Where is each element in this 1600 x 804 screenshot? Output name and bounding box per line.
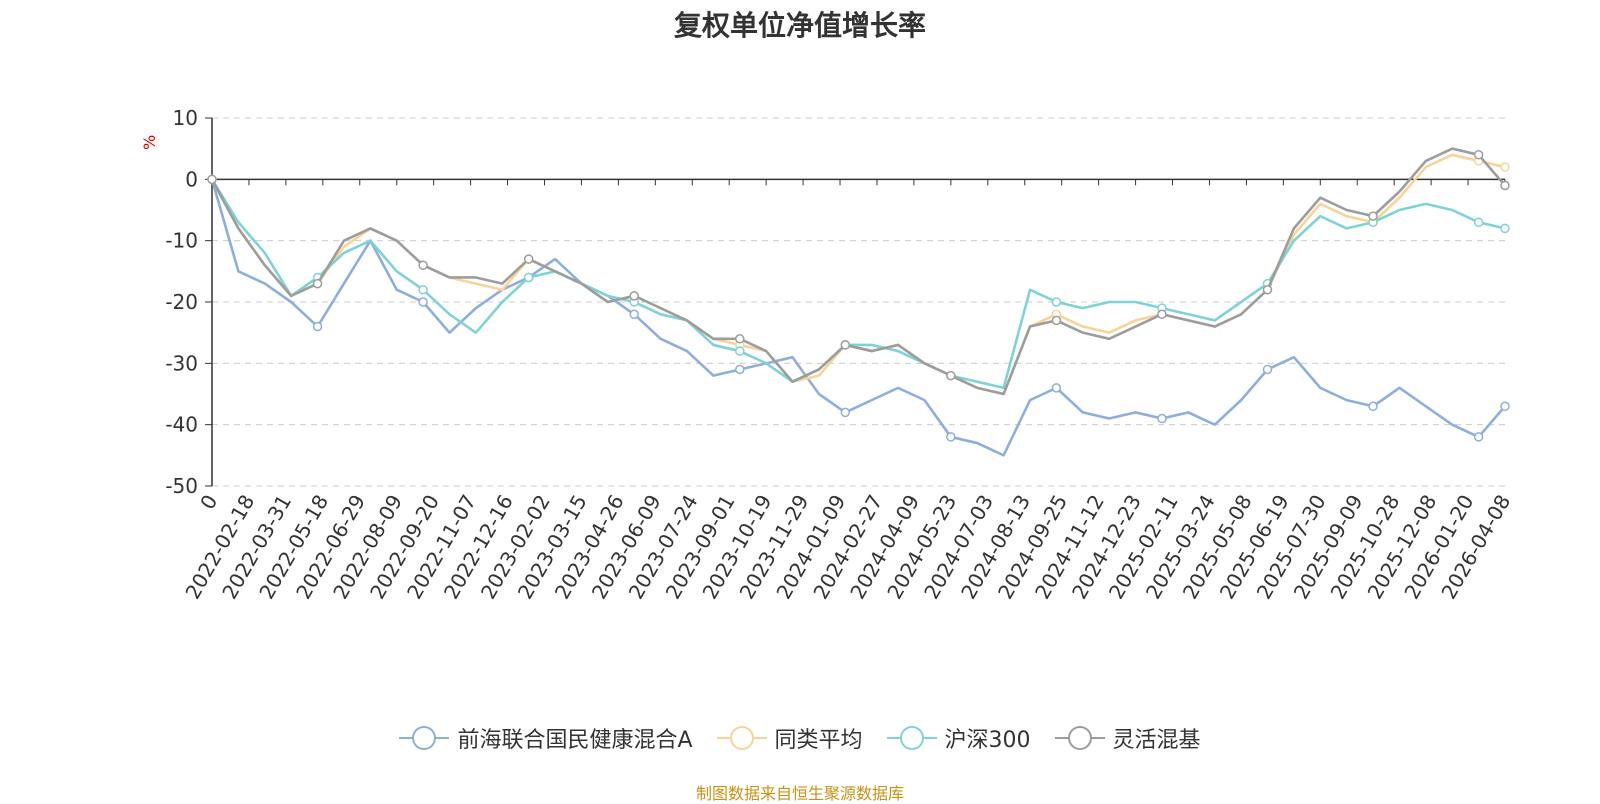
data-point	[1051, 297, 1062, 307]
data-point	[1157, 413, 1167, 424]
data-point	[1051, 315, 1062, 326]
legend-label: 灵活混基	[1112, 728, 1201, 753]
data-point	[1500, 180, 1510, 191]
data-point	[1500, 223, 1510, 234]
legend-marker-icon	[886, 726, 937, 750]
series-line	[210, 178, 1506, 457]
legend-item[interactable]: 沪深300	[886, 722, 1031, 754]
legend-marker-icon	[1054, 726, 1105, 750]
data-point	[1368, 401, 1378, 412]
legend-item[interactable]: 灵活混基	[1054, 722, 1201, 754]
data-point	[735, 346, 745, 356]
legend: 前海联合国民健康混合A 同类平均 沪深300 灵活混基	[0, 722, 1600, 754]
data-point	[629, 309, 639, 320]
legend-label: 同类平均	[774, 728, 863, 753]
data-point	[1368, 211, 1378, 221]
legend-item[interactable]: 同类平均	[716, 722, 863, 754]
data-point	[840, 407, 851, 418]
data-point	[735, 334, 745, 344]
y-tick-label: 10	[173, 106, 198, 130]
data-point	[1500, 401, 1510, 412]
data-point	[523, 254, 534, 264]
data-point	[418, 284, 428, 295]
data-point	[312, 321, 323, 332]
y-axis-unit: %	[140, 134, 159, 150]
data-point	[1500, 162, 1510, 172]
y-tick-label: -30	[165, 351, 198, 375]
series-line	[210, 178, 1506, 390]
y-tick-label: -10	[165, 229, 198, 253]
legend-item[interactable]: 前海联合国民健康混合A	[399, 722, 693, 754]
y-tick-label: -50	[165, 474, 198, 498]
y-tick-label: -20	[165, 290, 198, 314]
data-point	[1157, 309, 1167, 320]
data-point	[1262, 364, 1273, 375]
data-point	[946, 370, 956, 381]
chart-title: 复权单位净值增长率	[673, 9, 926, 42]
data-point	[523, 272, 534, 283]
data-point	[1051, 383, 1062, 393]
data-point	[418, 260, 428, 270]
legend-label: 前海联合国民健康混合A	[457, 728, 693, 753]
data-point	[418, 297, 428, 307]
series-line	[210, 147, 1506, 396]
data-point	[840, 340, 851, 350]
legend-label: 沪深300	[944, 728, 1031, 753]
data-point	[1473, 150, 1484, 160]
legend-marker-icon	[399, 726, 450, 750]
data-point	[629, 291, 639, 301]
data-point	[1473, 217, 1484, 228]
data-point	[1262, 284, 1273, 295]
data-point	[207, 174, 217, 185]
data-point	[735, 364, 745, 375]
y-tick-label: 0	[185, 167, 198, 191]
data-point	[1473, 432, 1484, 442]
series-line	[210, 153, 1506, 396]
data-source: 制图数据来自恒生聚源数据库	[695, 784, 904, 803]
x-tick-label: 0	[195, 491, 222, 514]
y-tick-label: -40	[165, 413, 198, 437]
data-point	[946, 432, 956, 442]
data-point	[312, 278, 323, 289]
legend-marker-icon	[716, 726, 767, 750]
